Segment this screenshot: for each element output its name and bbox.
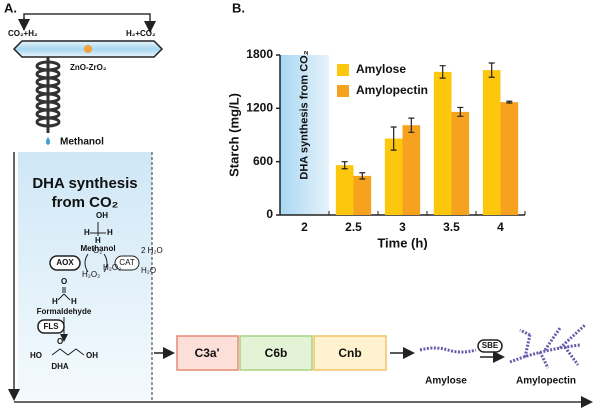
product-label: Amylopectin: [516, 376, 576, 387]
reagent: 2 H₂O: [141, 246, 163, 255]
molecule-label: Formaldehyde: [37, 307, 92, 316]
error-bar: [506, 100, 513, 104]
amylopectin-branch: [509, 323, 587, 369]
enzyme-tag: [477, 339, 503, 353]
enzyme-name: C6b: [265, 346, 288, 360]
reagent: H₂O₂: [82, 270, 100, 279]
enzyme-tag: [49, 255, 81, 271]
legend-label: Amylopectin: [356, 83, 428, 97]
bar: [433, 71, 452, 215]
enzyme-box: [313, 335, 387, 371]
error-bar: [439, 65, 446, 79]
error-bar: [390, 126, 397, 151]
error-bar: [341, 161, 348, 170]
error-bar: [408, 117, 415, 133]
amylose-chain: [419, 346, 477, 354]
product-label: Methanol: [60, 137, 104, 148]
bar: [451, 111, 470, 215]
x-tick-label: 4: [497, 220, 504, 234]
reagent: H₂O: [141, 266, 156, 275]
bar: [384, 138, 403, 215]
molecule-label: DHA: [51, 362, 69, 371]
atom: O: [61, 277, 67, 286]
panel-label: A.: [4, 0, 17, 15]
feed-label: H₂+CO₂: [126, 29, 156, 38]
atom: HO: [30, 351, 42, 360]
formaldehyde-bonds: [57, 287, 71, 301]
dha-box: [18, 152, 152, 400]
atom: H: [107, 228, 113, 237]
chart: DHA synthesis from CO₂ 0 600 1200 1800 2 2.5 3 3…: [226, 47, 526, 250]
y-tick-label: 0: [266, 207, 273, 221]
legend-swatch: [337, 85, 349, 97]
bar: [500, 102, 519, 215]
y-tick-label: 1200: [246, 101, 273, 115]
atom: O: [57, 337, 63, 346]
enzyme-label: SBE: [482, 341, 499, 350]
enzyme-label: FLS: [43, 322, 59, 331]
methanol-bonds: [90, 222, 106, 236]
atom: H: [71, 297, 77, 306]
y-axis-label: Starch (mg/L): [226, 93, 241, 177]
shaded-region: [280, 55, 329, 215]
x-tick-label: 3: [399, 220, 406, 234]
x-tick-label: 3.5: [443, 220, 460, 234]
x-tick-label: 2: [301, 220, 308, 234]
bar: [402, 125, 421, 215]
molecule-label: Methanol: [80, 244, 115, 253]
feed-label: CO₂+H₂: [8, 29, 38, 38]
product-label: Amylose: [425, 376, 467, 387]
bar: [482, 70, 501, 215]
error-bar: [457, 106, 464, 117]
panel-label: B.: [232, 0, 245, 15]
enzyme-box: [239, 335, 313, 371]
error-bar: [359, 172, 366, 180]
atom: OH: [86, 351, 98, 360]
box-title: from CO₂: [52, 194, 119, 211]
atom: H: [52, 297, 58, 306]
cycle-arrows: [84, 253, 108, 273]
enzyme-label: AOX: [56, 258, 74, 267]
error-bar: [488, 62, 495, 78]
x-axis-label: Time (h): [377, 235, 427, 250]
atom: OH: [96, 211, 108, 220]
atom: H: [95, 236, 101, 245]
catalyst-label: ZnO-ZrO₂: [70, 63, 107, 72]
x-tick-label: 2.5: [345, 220, 362, 234]
enzyme-box: [176, 335, 239, 371]
enzyme-tag: [37, 319, 65, 334]
dha-bonds: [51, 348, 85, 356]
bar: [353, 175, 372, 215]
bar: [335, 165, 354, 215]
y-tick-label: 1800: [246, 47, 273, 61]
enzyme-tag: [114, 255, 140, 271]
enzyme-name: Cnb: [338, 346, 361, 360]
enzyme-label: CAT: [119, 258, 135, 267]
legend-swatch: [337, 64, 349, 76]
reagent: H₂O₂: [103, 263, 121, 272]
drop: [46, 137, 50, 145]
reagent: O₂: [93, 246, 102, 255]
annotation: DHA synthesis from CO₂: [298, 50, 310, 179]
box-title: DHA synthesis: [32, 175, 137, 192]
catalyst-bead: [84, 45, 92, 53]
atom: H: [84, 228, 90, 237]
feed-line: [23, 13, 156, 33]
y-tick-label: 600: [253, 154, 273, 168]
enzyme-name: C3a': [195, 346, 220, 360]
legend-label: Amylose: [356, 62, 406, 76]
